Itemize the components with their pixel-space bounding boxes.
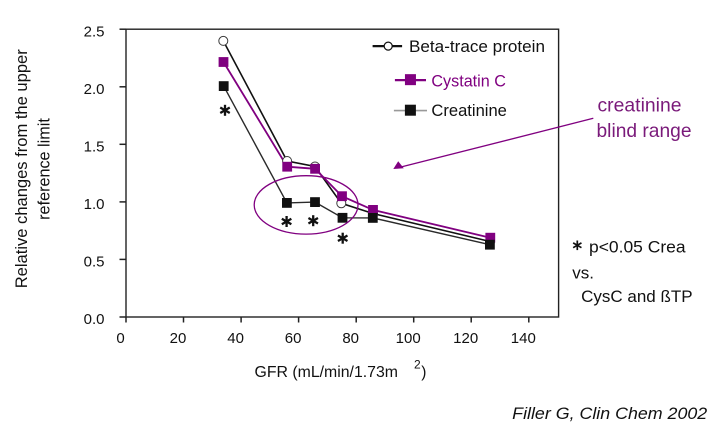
svg-text:p<0.05 Crea: p<0.05 Crea [589,238,686,257]
svg-text:): ) [421,364,426,381]
svg-text:Relative changes from the uppe: Relative changes from the upper [13,49,31,289]
svg-text:GFR (mL/min/1.73m: GFR (mL/min/1.73m [255,364,399,381]
svg-text:140: 140 [511,330,536,347]
svg-text:2.5: 2.5 [84,23,105,40]
svg-text:blind range: blind range [597,120,692,142]
svg-text:CysC and ßTP: CysC and ßTP [581,287,692,306]
svg-text:100: 100 [396,330,421,347]
svg-text:Creatinine: Creatinine [431,101,507,120]
svg-text:1.5: 1.5 [84,139,105,156]
svg-text:reference limit: reference limit [35,118,53,220]
svg-text:40: 40 [227,330,244,347]
svg-text:80: 80 [342,330,359,347]
svg-text:Beta-trace protein: Beta-trace protein [409,37,545,56]
svg-text:creatinine: creatinine [598,94,682,116]
svg-text:2: 2 [414,357,421,371]
svg-text:0.5: 0.5 [84,254,105,271]
svg-text:60: 60 [285,330,302,347]
svg-text:20: 20 [170,330,187,347]
svg-text:1.0: 1.0 [84,196,105,213]
svg-text:0: 0 [116,330,124,347]
svg-text:Filler G, Clin Chem 2002: Filler G, Clin Chem 2002 [512,404,708,423]
svg-text:2.0: 2.0 [84,81,105,98]
svg-text:Cystatin C: Cystatin C [431,71,506,90]
svg-text:vs.: vs. [572,264,594,283]
svg-text:0.0: 0.0 [84,311,105,328]
svg-text:120: 120 [453,330,478,347]
